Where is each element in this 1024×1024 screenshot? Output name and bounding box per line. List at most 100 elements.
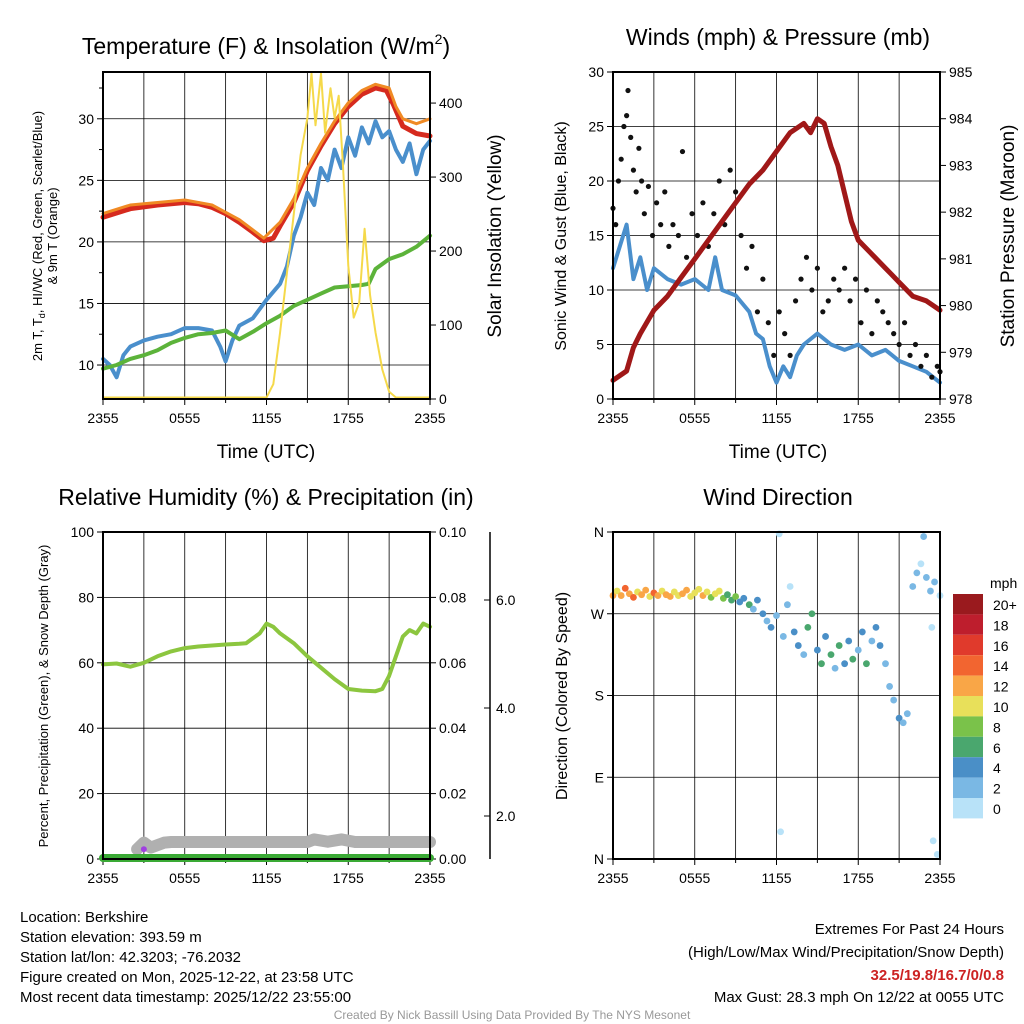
direction-point [749, 605, 757, 613]
direction-point [683, 586, 690, 594]
x-tick-label: 2355 [414, 870, 445, 886]
legend-swatch [953, 696, 983, 717]
direction-point [931, 578, 938, 586]
direction-point [928, 623, 936, 631]
gust-point [787, 352, 793, 358]
legend-swatch [953, 736, 983, 758]
plot-frame [612, 531, 941, 860]
gust-point [885, 320, 891, 326]
gust-point [907, 352, 913, 358]
x-tick-label: 0555 [679, 410, 710, 426]
series-sonic-wind [611, 222, 942, 385]
direction-point [695, 585, 703, 593]
temperature-panel: 10 15 20 25 30 2355 0555 1155 1755 2355 0 100 200 300… [78, 71, 463, 426]
elevation-text: Station elevation: 393.59 m [20, 929, 202, 946]
gust-point [842, 265, 848, 271]
direction-point [922, 574, 930, 581]
gust-point [649, 232, 656, 239]
gust-point [792, 298, 799, 304]
direction-point [876, 642, 884, 649]
y2-tick-label: 980 [949, 298, 973, 314]
gust-point [814, 265, 820, 271]
station-info: Location: Berkshire Station elevation: 3… [20, 909, 354, 1006]
direction-point [886, 683, 893, 690]
legend-swatch [953, 655, 983, 676]
gust-point [636, 145, 642, 151]
gust-point [831, 276, 837, 282]
wind-panel-title: Winds (mph) & Pressure (mb) [626, 24, 930, 50]
direction-point [917, 560, 925, 568]
y2-tick-label: 0.10 [439, 524, 466, 540]
direction-point [895, 714, 903, 722]
legend-swatch [953, 716, 983, 737]
rh-ylabel: Percent, Precipitation (Green), & Snow D… [36, 545, 51, 848]
gust-point [621, 123, 627, 130]
legend-label: 10 [993, 699, 1009, 715]
gust-point [891, 331, 897, 337]
gust-point [625, 87, 631, 94]
location-text: Location: Berkshire [20, 909, 148, 926]
direction-point [933, 851, 941, 858]
direction-point [777, 828, 784, 836]
direction-point [779, 633, 787, 640]
plot-frame [612, 71, 941, 400]
gust-point [639, 178, 645, 184]
direction-point [666, 593, 674, 600]
x-tick-label: 2355 [414, 410, 445, 426]
plot-frame [102, 71, 431, 400]
y-tick-label: 0 [596, 391, 604, 407]
gust-point [670, 222, 676, 228]
snow-axis-tick-label: 4.0 [496, 700, 516, 716]
temp-xlabel: Time (UTC) [217, 442, 316, 463]
gust-point [858, 320, 864, 326]
y2-tick-label: 0.02 [439, 786, 466, 802]
direction-point [621, 584, 629, 592]
y2-tick-label: 978 [949, 391, 973, 407]
y-tick-label: 20 [78, 234, 94, 250]
series-relative-humidity [101, 621, 432, 694]
y-tick-label: 0 [86, 851, 94, 867]
legend-label: 12 [993, 679, 1009, 695]
gust-point [666, 243, 672, 249]
direction-point [929, 837, 937, 845]
recent-text: Most recent data timestamp: 2025/12/22 2… [20, 989, 351, 1006]
gust-point [776, 309, 782, 315]
legend-label: 20+ [993, 597, 1017, 613]
snow-axis-tick-label: 6.0 [496, 592, 516, 608]
y2-tick-label: 0.00 [439, 851, 466, 867]
x-tick-label: 2355 [87, 870, 118, 886]
gust-point [700, 200, 706, 206]
series-blue-wc [101, 119, 432, 380]
dir-ylabel: Direction (Colored By Speed) [554, 592, 571, 800]
x-tick-label: 1755 [333, 410, 364, 426]
y-tick-label: 25 [588, 119, 604, 135]
y2-tick-label: 400 [439, 95, 463, 111]
direction-point [872, 623, 880, 631]
legend-swatch [953, 634, 983, 656]
x-tick-label: 1755 [843, 410, 874, 426]
rh-panel-title: Relative Humidity (%) & Precipitation (i… [58, 484, 473, 510]
direction-point [920, 533, 928, 540]
direction-point [849, 655, 857, 663]
direction-point [858, 628, 866, 636]
wind-panel: 0 5 10 15 20 25 30 2355 0555 1155 1755 2355 978 979 98… [588, 64, 972, 426]
legend-swatch [953, 798, 983, 819]
direction-point [827, 651, 835, 659]
y-tick-label: N [594, 851, 604, 867]
extremes-title: Extremes For Past 24 Hours [815, 921, 1004, 938]
precip-marker [140, 846, 147, 853]
gust-point [689, 211, 695, 217]
dir-panel-title: Wind Direction [703, 484, 853, 510]
legend-swatch [953, 675, 983, 696]
direction-point [638, 591, 646, 599]
gust-point [809, 287, 815, 293]
series-9m-t [101, 82, 432, 240]
y2-tick-label: 0.08 [439, 589, 466, 605]
direction-point [784, 601, 791, 609]
humidity-panel: 0 20 40 60 80 100 2355 0555 1155 1755 2355 0.00 0.02… [71, 524, 516, 886]
legend-label: 4 [993, 760, 1001, 776]
y-tick-label: N [594, 524, 604, 540]
direction-point [841, 660, 849, 668]
y2-tick-label: 979 [949, 344, 973, 360]
